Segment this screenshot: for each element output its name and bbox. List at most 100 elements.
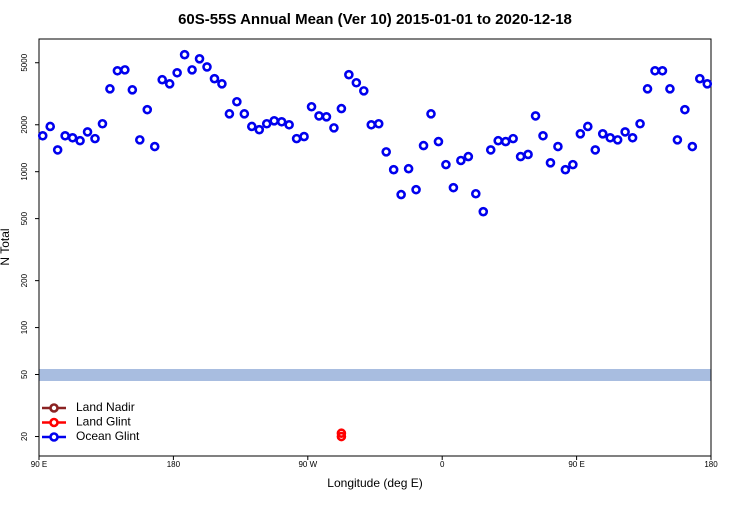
x-tick-label: 180 <box>704 460 718 469</box>
point <box>545 158 556 168</box>
point <box>299 131 309 142</box>
point <box>448 182 459 193</box>
point <box>411 184 421 195</box>
x-tick-label: 180 <box>167 460 181 469</box>
point <box>694 73 705 84</box>
point <box>142 104 153 115</box>
x-tick-label: 90 E <box>31 460 47 469</box>
point <box>336 431 347 442</box>
band <box>39 369 711 381</box>
point <box>254 124 265 135</box>
point <box>553 141 563 152</box>
y-tick-label: 2000 <box>20 115 29 133</box>
point <box>45 121 56 132</box>
legend-label: Ocean Glint <box>76 429 140 443</box>
point <box>149 141 160 152</box>
point <box>82 127 93 137</box>
point <box>463 151 474 162</box>
point <box>403 163 414 174</box>
point <box>508 133 518 144</box>
point <box>441 159 451 170</box>
point <box>284 119 294 130</box>
point <box>478 206 489 217</box>
point <box>687 141 698 152</box>
point <box>538 130 548 141</box>
y-tick-label: 5000 <box>20 53 29 71</box>
point <box>157 74 167 85</box>
point <box>560 164 571 175</box>
point <box>426 109 436 119</box>
point <box>575 129 586 139</box>
point <box>90 133 100 144</box>
point <box>261 118 272 129</box>
point <box>127 85 138 95</box>
legend-marker <box>49 432 59 442</box>
point <box>105 84 115 94</box>
point <box>202 62 212 72</box>
point <box>336 103 347 114</box>
point <box>351 77 362 88</box>
point <box>239 109 250 119</box>
point <box>194 53 205 64</box>
point <box>179 49 190 60</box>
point <box>164 79 175 89</box>
point <box>665 84 675 94</box>
y-tick-label: 100 <box>20 320 29 334</box>
point <box>247 121 257 132</box>
point <box>433 136 444 147</box>
point <box>276 116 287 127</box>
y-tick-label: 200 <box>20 273 29 287</box>
legend-label: Land Glint <box>76 415 131 429</box>
point <box>672 135 683 145</box>
point <box>306 101 317 112</box>
point <box>373 118 384 129</box>
point <box>456 155 466 166</box>
point <box>224 109 235 119</box>
point <box>52 145 63 155</box>
y-tick-label: 500 <box>20 211 29 225</box>
point <box>217 79 227 89</box>
legend-marker <box>49 417 59 428</box>
legend-marker <box>49 403 59 413</box>
point <box>530 111 541 121</box>
point <box>329 123 339 133</box>
legend-label: Land Nadir <box>76 400 135 414</box>
point <box>396 189 406 200</box>
point <box>523 149 533 160</box>
point <box>321 111 332 122</box>
point <box>37 130 48 141</box>
point <box>209 73 220 84</box>
point <box>657 65 668 76</box>
y-tick-label: 20 <box>20 432 29 441</box>
point <box>642 84 653 94</box>
point <box>470 188 481 199</box>
point <box>582 121 593 132</box>
point <box>120 65 130 75</box>
x-axis-label: Longitude (deg E) <box>327 476 422 490</box>
point <box>97 118 108 129</box>
y-tick-label: 50 <box>20 369 29 378</box>
point <box>635 118 645 129</box>
point <box>388 164 399 175</box>
point <box>612 135 623 145</box>
point <box>597 129 608 139</box>
point <box>627 132 638 143</box>
point <box>485 145 496 155</box>
point <box>336 428 347 439</box>
point <box>418 140 429 151</box>
plot-frame <box>38 38 712 457</box>
y-tick-label: 1000 <box>20 162 29 180</box>
point <box>67 132 78 143</box>
point <box>680 104 690 115</box>
point <box>135 135 145 145</box>
point <box>590 145 601 155</box>
point <box>568 159 578 170</box>
y-axis-label: N Total <box>0 228 12 265</box>
point <box>232 96 242 107</box>
x-tick-label: 90 W <box>298 460 317 469</box>
point <box>358 86 369 96</box>
point <box>344 69 354 80</box>
